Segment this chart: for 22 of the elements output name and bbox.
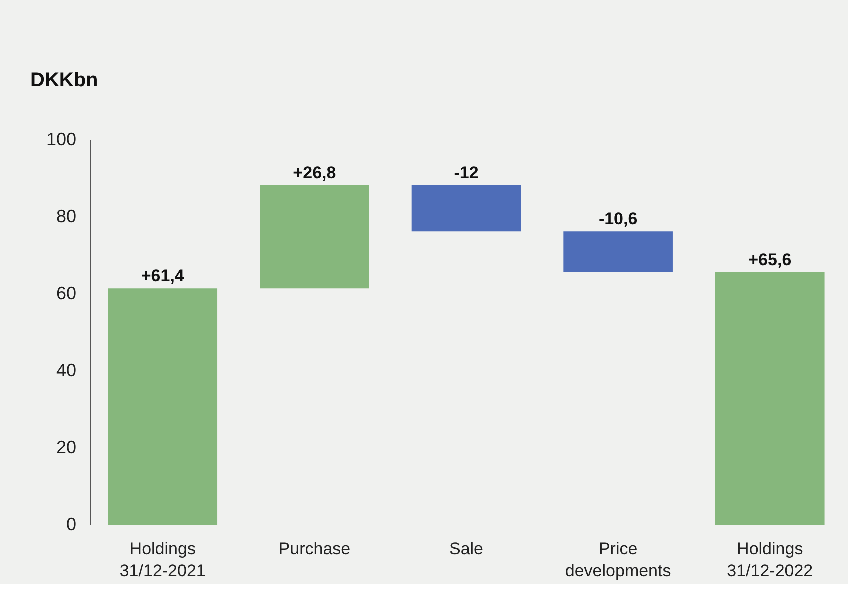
x-tick-label: Holdings 31/12-2022	[727, 540, 814, 580]
x-tick-label: Price developments	[565, 540, 672, 580]
y-tick-label: 100	[46, 130, 76, 150]
x-tick-label: Holdings 31/12-2021	[120, 540, 206, 580]
data-label: +61,4	[141, 266, 185, 286]
y-tick-label: 60	[56, 284, 76, 304]
bar	[108, 288, 218, 525]
y-axis-title: DKKbn	[30, 70, 98, 92]
data-label: -12	[454, 163, 479, 182]
x-tick-label: Purchase	[278, 540, 351, 558]
bar	[715, 272, 825, 525]
x-tick-label: Sale	[449, 540, 484, 558]
y-tick-label: 80	[56, 206, 76, 226]
data-label: -10,6	[598, 210, 638, 229]
bar	[260, 185, 370, 289]
data-label: +26,8	[293, 163, 336, 182]
y-tick-label: 0	[66, 514, 76, 534]
y-tick-label: 40	[56, 360, 76, 380]
data-label: +65,6	[748, 250, 792, 270]
bar	[412, 185, 522, 232]
bar	[564, 232, 673, 272]
y-tick-label: 20	[56, 438, 76, 458]
